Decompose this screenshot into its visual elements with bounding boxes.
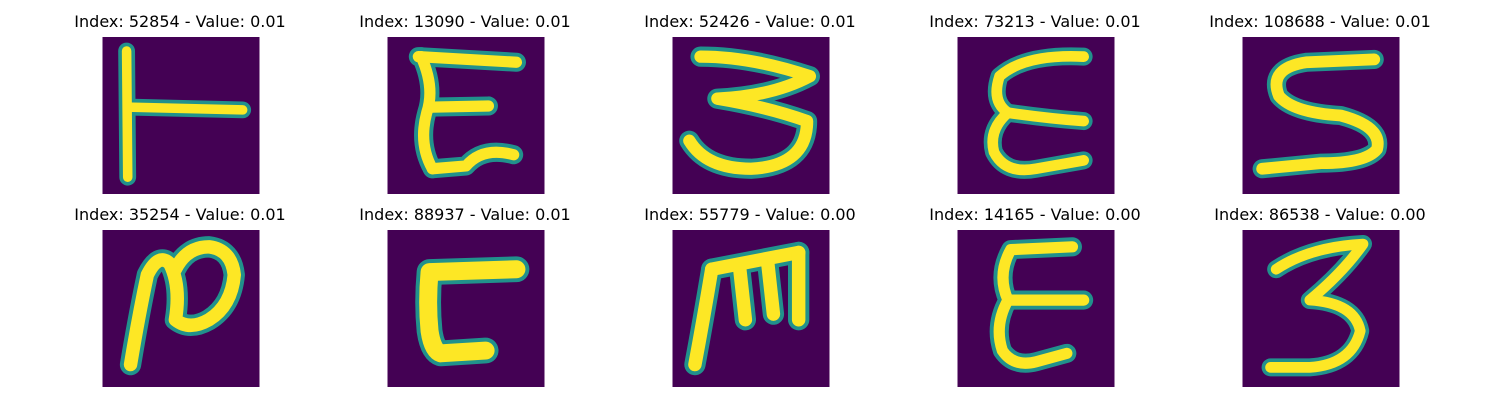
image-panel-8: Index: 55779 - Value: 0.00 <box>610 205 890 390</box>
character-image <box>387 37 545 194</box>
image-panel-10: Index: 86538 - Value: 0.00 <box>1180 205 1460 390</box>
panel-title: Index: 108688 - Value: 0.01 <box>1209 12 1431 31</box>
panel-title: Index: 88937 - Value: 0.01 <box>359 205 571 224</box>
panel-title: Index: 52426 - Value: 0.01 <box>644 12 856 31</box>
image-panel-1: Index: 52854 - Value: 0.01 <box>40 12 320 197</box>
character-image <box>387 230 545 387</box>
image-panel-6: Index: 35254 - Value: 0.01 <box>40 205 320 390</box>
character-image <box>1242 37 1400 194</box>
character-image <box>957 230 1115 387</box>
character-image <box>957 37 1115 194</box>
character-image <box>1242 230 1400 387</box>
panel-title: Index: 55779 - Value: 0.00 <box>644 205 856 224</box>
panel-title: Index: 13090 - Value: 0.01 <box>359 12 571 31</box>
character-image <box>102 37 260 194</box>
image-panel-2: Index: 13090 - Value: 0.01 <box>325 12 605 197</box>
image-panel-4: Index: 73213 - Value: 0.01 <box>895 12 1175 197</box>
image-panel-7: Index: 88937 - Value: 0.01 <box>325 205 605 390</box>
image-panel-5: Index: 108688 - Value: 0.01 <box>1180 12 1460 197</box>
character-image <box>672 37 830 194</box>
panel-title: Index: 52854 - Value: 0.01 <box>74 12 286 31</box>
image-panel-9: Index: 14165 - Value: 0.00 <box>895 205 1175 390</box>
image-panel-3: Index: 52426 - Value: 0.01 <box>610 12 890 197</box>
panel-title: Index: 73213 - Value: 0.01 <box>929 12 1141 31</box>
panel-title: Index: 86538 - Value: 0.00 <box>1214 205 1426 224</box>
panel-title: Index: 35254 - Value: 0.01 <box>74 205 286 224</box>
panel-title: Index: 14165 - Value: 0.00 <box>929 205 1141 224</box>
character-image <box>102 230 260 387</box>
character-image <box>672 230 830 387</box>
